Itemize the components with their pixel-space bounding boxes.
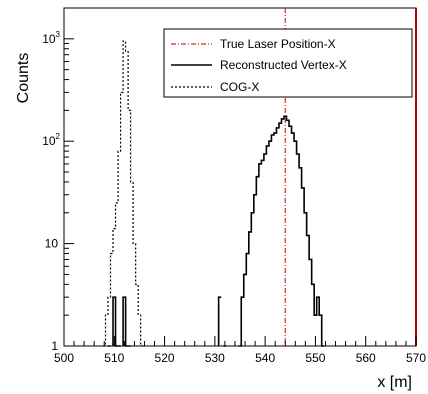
x-tick-label: 570 xyxy=(406,351,426,365)
y-axis-title: Counts xyxy=(15,53,32,104)
x-tick-label: 510 xyxy=(104,351,124,365)
y-axis-ticks: 1 10 102 103 xyxy=(42,7,74,353)
x-axis-ticks: 500 510 520 530 540 550 560 570 xyxy=(54,336,426,365)
x-tick-label: 520 xyxy=(155,351,175,365)
reconstructed-vertex-histogram xyxy=(108,115,325,347)
legend-label-cog: COG-X xyxy=(220,80,259,94)
plot-area xyxy=(63,7,417,347)
legend: True Laser Position-X Reconstructed Vert… xyxy=(163,28,413,98)
y-tick-label: 102 xyxy=(42,132,60,148)
x-tick-label: 530 xyxy=(205,351,225,365)
x-axis-title: x [m] xyxy=(377,374,412,391)
x-tick-label: 560 xyxy=(356,351,376,365)
legend-label-reconstructed: Reconstructed Vertex-X xyxy=(220,58,347,72)
legend-box xyxy=(163,28,413,98)
x-tick-label: 500 xyxy=(54,351,74,365)
y-tick-label: 10 xyxy=(45,237,59,251)
y-tick-label: 1 xyxy=(51,339,58,353)
x-tick-label: 540 xyxy=(255,351,275,365)
y-tick-label: 103 xyxy=(42,30,60,46)
x-tick-label: 550 xyxy=(305,351,325,365)
legend-label-true-laser: True Laser Position-X xyxy=(220,37,336,51)
